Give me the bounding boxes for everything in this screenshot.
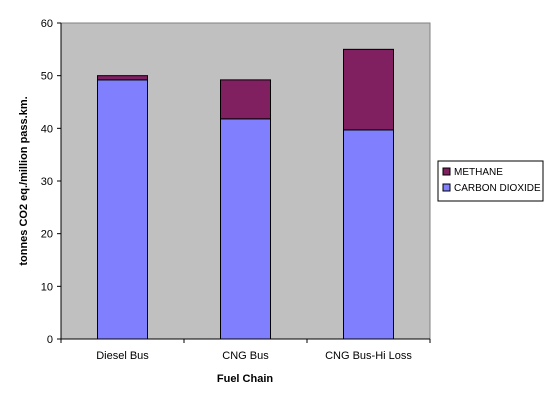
bar-segment-carbon-dioxide: [220, 118, 271, 340]
y-tick-label: 40: [41, 123, 53, 135]
bar-segment-methane: [220, 79, 271, 120]
bar-segment-methane: [343, 48, 394, 131]
x-axis: Diesel Bus CNG Bus CNG Bus-Hi Loss: [60, 338, 431, 362]
x-tick-label: CNG Bus-Hi Loss: [325, 350, 412, 362]
x-tick-label: Diesel Bus: [96, 350, 149, 362]
y-tick-label: 10: [41, 281, 53, 293]
bar-segment-carbon-dioxide: [97, 79, 148, 340]
legend-label: CARBON DIOXIDE: [454, 183, 541, 194]
y-tick-label: 0: [47, 334, 53, 346]
bar-segment-carbon-dioxide: [343, 129, 394, 340]
legend-box: [437, 160, 544, 202]
y-axis: 0 10 20 30 40 50 60: [41, 18, 62, 346]
x-axis-title: Fuel Chain: [217, 373, 274, 385]
y-tick-label: 20: [41, 229, 53, 241]
y-axis-title: tonnes CO2 eq./million pass.km.: [18, 96, 30, 265]
bar-segment-methane: [97, 75, 148, 81]
legend-items: METHANE CARBON DIOXIDE: [442, 167, 541, 194]
legend-swatch: [442, 183, 451, 192]
y-tick-label: 50: [41, 71, 53, 83]
legend-label: METHANE: [454, 167, 503, 178]
legend: METHANE CARBON DIOXIDE: [437, 160, 544, 202]
legend-swatch: [442, 167, 451, 176]
x-tick-label: CNG Bus: [222, 350, 269, 362]
bars-group: [97, 48, 394, 340]
y-tick-label: 60: [41, 18, 53, 30]
y-tick-label: 30: [41, 176, 53, 188]
